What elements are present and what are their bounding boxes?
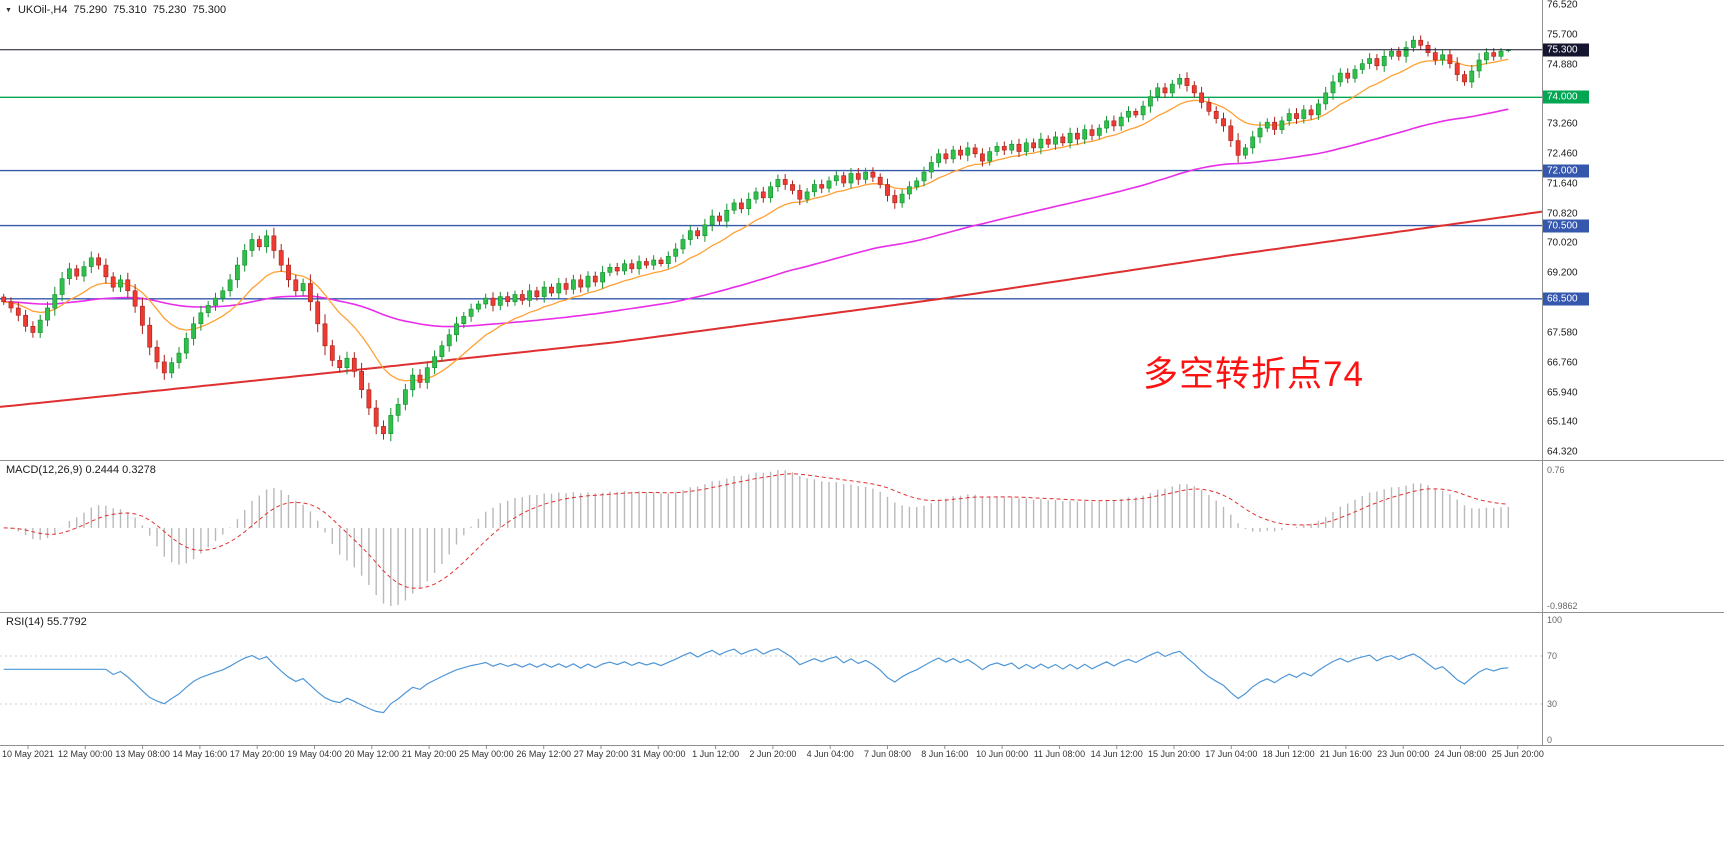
- time-axis-label: 14 May 16:00: [172, 749, 228, 759]
- time-axis-label: 25 Jun 20:00: [1491, 749, 1544, 759]
- time-axis-label: 27 May 20:00: [573, 749, 629, 759]
- time-axis-label: 14 Jun 12:00: [1090, 749, 1143, 759]
- rsi-scale-label: 30: [1547, 699, 1558, 709]
- time-axis-label: 12 May 00:00: [58, 749, 113, 759]
- ohlc-high-value: 75.310: [113, 4, 147, 16]
- chart-title-bar: ▼ UKOil-,H4 75.290 75.310 75.230 75.300: [5, 4, 226, 16]
- hline-price-badge: 74.000: [1543, 90, 1589, 104]
- price-axis-tick: 71.640: [1547, 178, 1578, 190]
- time-axis-label: 7 Jun 08:00: [863, 749, 912, 759]
- time-axis-label: 23 Jun 00:00: [1377, 749, 1430, 759]
- rsi-scale-label: 100: [1547, 615, 1563, 625]
- time-axis-label: 4 Jun 04:00: [806, 749, 854, 759]
- time-axis-label: 13 May 08:00: [115, 749, 170, 759]
- panel-separators: [0, 0, 1724, 749]
- price-axis-tick: 73.260: [1547, 118, 1578, 130]
- symbol-timeframe-label: UKOil-,H4: [17, 4, 68, 16]
- macd-scale-min: -0.9862: [1547, 601, 1578, 611]
- time-axis-label: 21 Jun 16:00: [1319, 749, 1372, 759]
- macd-indicator-label: MACD(12,26,9) 0.2444 0.3278: [6, 464, 156, 476]
- time-axis-label: 10 Jun 00:00: [976, 749, 1029, 759]
- time-axis-label: 10 May 2021: [1, 749, 55, 759]
- price-axis-tick: 75.700: [1547, 29, 1578, 41]
- price-axis-tick: 64.320: [1547, 446, 1578, 458]
- rsi-scale-label: 0: [1547, 735, 1553, 745]
- rsi-scale-label: 70: [1547, 651, 1558, 661]
- ma-medium-line: [3, 108, 1509, 328]
- time-axis-label: 17 May 20:00: [229, 749, 285, 759]
- candlestick-series: [1, 35, 1511, 442]
- time-axis-label: 17 Jun 04:00: [1205, 749, 1258, 759]
- ma-slow-line: [0, 210, 1543, 408]
- price-axis-tick: 69.200: [1547, 267, 1578, 279]
- ohlc-open-value: 75.290: [73, 4, 108, 16]
- price-axis-tick: 65.940: [1547, 387, 1578, 399]
- macd-signal-line: [3, 473, 1509, 589]
- time-axis-label: 20 May 12:00: [344, 749, 400, 759]
- hline-price-badge: 70.500: [1543, 219, 1589, 233]
- price-axis-tick: 76.520: [1547, 0, 1578, 11]
- time-axis-label: 19 May 04:00: [287, 749, 342, 759]
- macd-scale-max: 0.76: [1547, 465, 1565, 475]
- price-axis-tick: 72.460: [1547, 148, 1578, 160]
- ma-fast-line: [3, 58, 1509, 382]
- ohlc-close-value: 75.300: [192, 4, 227, 16]
- annotation-text: 多空转折点74: [1143, 355, 1364, 394]
- collapse-chart-icon[interactable]: ▼: [5, 6, 12, 14]
- time-axis-label: 18 Jun 12:00: [1262, 749, 1315, 759]
- time-axis-label: 24 Jun 08:00: [1434, 749, 1487, 759]
- time-axis-label: 15 Jun 20:00: [1147, 749, 1201, 759]
- time-axis-label: 8 Jun 16:00: [921, 749, 969, 759]
- ohlc-low-value: 75.230: [152, 4, 187, 16]
- time-axis-label: 25 May 00:00: [459, 749, 514, 759]
- time-axis-label: 11 Jun 08:00: [1033, 749, 1086, 759]
- time-axis-label: 1 Jun 12:00: [692, 749, 740, 759]
- hline-price-badge: 72.000: [1543, 164, 1589, 178]
- time-axis-label: 31 May 00:00: [631, 749, 686, 759]
- time-axis-label: 21 May 20:00: [401, 749, 457, 759]
- price-axis-tick: 70.020: [1547, 237, 1578, 249]
- rsi-line: [3, 647, 1509, 714]
- time-axis-label: 2 Jun 20:00: [749, 749, 797, 759]
- price-axis-tick: 70.820: [1547, 208, 1578, 220]
- hline-price-badge: 68.500: [1543, 292, 1589, 306]
- horizontal-level-lines: [0, 96, 1542, 300]
- time-axis-label: 26 May 12:00: [516, 749, 571, 759]
- current-price-badge: 75.300: [1543, 43, 1589, 57]
- price-axis-tick: 67.580: [1547, 327, 1578, 339]
- price-axis-tick: 65.140: [1547, 416, 1578, 428]
- price-axis-tick: 66.760: [1547, 357, 1578, 369]
- rsi-indicator-label: RSI(14) 55.7792: [6, 616, 87, 628]
- macd-histogram: [10, 470, 1510, 606]
- price-axis-tick: 74.880: [1547, 59, 1578, 71]
- rsi-level-lines: [0, 655, 1542, 705]
